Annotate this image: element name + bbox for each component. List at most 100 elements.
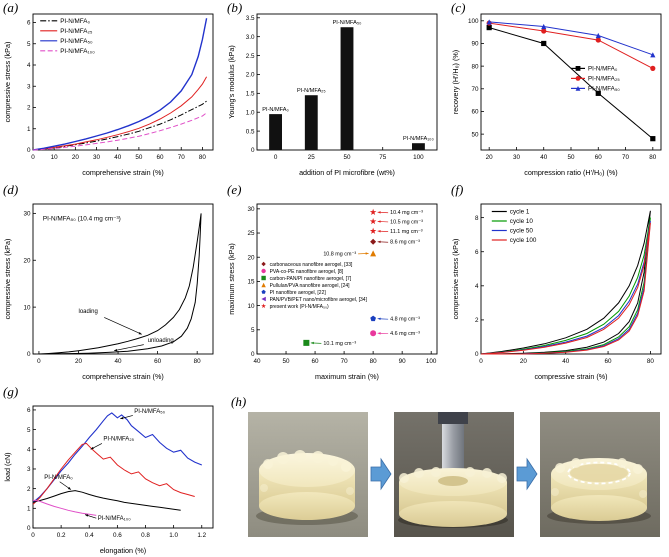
svg-text:cycle 1: cycle 1 (510, 209, 530, 216)
svg-text:PI-N/MFA₂₅: PI-N/MFA₂₅ (297, 88, 326, 94)
svg-text:1.2: 1.2 (197, 532, 206, 539)
svg-text:50: 50 (471, 131, 479, 138)
svg-text:15: 15 (247, 279, 255, 286)
svg-text:carbon-PAN/PI nanofibre aeroge: carbon-PAN/PI nanofibre aerogel, [7] (270, 276, 352, 282)
svg-text:70: 70 (178, 154, 186, 161)
svg-text:PI-N/MFA₅₀: PI-N/MFA₅₀ (333, 20, 362, 26)
svg-text:80: 80 (471, 63, 479, 70)
svg-text:PI-N/MFA₀: PI-N/MFA₀ (588, 66, 618, 73)
svg-text:3.0: 3.0 (246, 34, 255, 41)
chart-cyclic-compression: 0 20 40 60 80 0 2 4 6 8 compressive strain (%) comp… (451, 203, 662, 381)
svg-text:50: 50 (343, 154, 351, 161)
svg-text:addition of PI microfibre (wt%: addition of PI microfibre (wt%) (299, 168, 395, 177)
svg-text:75: 75 (379, 154, 387, 161)
svg-text:PI-N/MFA₂₅: PI-N/MFA₂₅ (103, 436, 134, 442)
foam-texture (399, 467, 507, 483)
svg-text:10: 10 (247, 303, 255, 310)
chart-load-elongation: 0 0.2 0.4 0.6 0.8 1.0 1.2 0 1 2 3 4 5 6 elongation (%)… (3, 405, 214, 555)
svg-text:5: 5 (27, 427, 31, 434)
svg-text:PI-N/MFA₁₀₀: PI-N/MFA₁₀₀ (98, 516, 132, 522)
svg-text:60: 60 (595, 154, 603, 161)
svg-text:6: 6 (475, 249, 479, 256)
chart-loading-unloading: 0 20 40 60 80 0 10 20 30 comprehensive strain (%)… (3, 203, 214, 381)
chart-youngs-modulus-bars: 0 25 50 75 100 0 0.5 1.0 1.5 2.0 2.5 3.0 3.5 addition… (227, 13, 438, 177)
svg-text:0: 0 (251, 351, 255, 358)
foam-dent (438, 476, 468, 486)
svg-text:100: 100 (426, 358, 437, 365)
svg-text:8: 8 (475, 215, 479, 222)
svg-text:10.8 mg cm⁻³: 10.8 mg cm⁻³ (323, 251, 356, 257)
svg-text:0.2: 0.2 (57, 532, 66, 539)
plunger-rod (442, 424, 464, 478)
svg-text:compression ratio (H′/H₀) (%): compression ratio (H′/H₀) (%) (524, 168, 617, 177)
svg-text:90: 90 (399, 358, 407, 365)
svg-text:50: 50 (283, 358, 291, 365)
svg-text:0: 0 (251, 147, 255, 154)
svg-text:carbonaceous nanofibre aerogel: carbonaceous nanofibre aerogel, [33] (270, 262, 353, 268)
svg-text:6: 6 (27, 407, 31, 414)
svg-text:PI-N/MFA₂₅: PI-N/MFA₂₅ (60, 28, 93, 35)
svg-text:PI-N/MFA₅₀: PI-N/MFA₅₀ (134, 409, 165, 415)
svg-text:loading: loading (78, 309, 97, 315)
svg-text:2: 2 (475, 317, 479, 324)
svg-text:PI-N/MFA₀: PI-N/MFA₀ (44, 475, 73, 481)
svg-text:4.8 mg cm⁻³: 4.8 mg cm⁻³ (390, 317, 420, 323)
svg-text:0.8: 0.8 (141, 532, 150, 539)
svg-text:10.4 mg cm⁻³: 10.4 mg cm⁻³ (390, 210, 423, 216)
svg-text:0: 0 (27, 147, 31, 154)
svg-text:4: 4 (27, 62, 31, 69)
svg-text:PI-N/MFA₅₀: PI-N/MFA₅₀ (588, 86, 620, 93)
svg-text:40: 40 (114, 154, 122, 161)
svg-text:80: 80 (647, 358, 655, 365)
panel-letter-a: (a) (3, 0, 19, 15)
chart-compressive-stress-strain: 0 10 20 30 40 50 60 70 80 0 1 2 3 4 5 6 comprehensive st… (3, 13, 214, 177)
svg-text:0.6: 0.6 (113, 532, 122, 539)
svg-text:25: 25 (247, 230, 255, 237)
svg-text:20: 20 (486, 154, 494, 161)
svg-text:5: 5 (251, 327, 255, 334)
svg-text:60: 60 (471, 109, 479, 116)
dashed-outline (567, 461, 631, 485)
svg-text:40: 40 (253, 358, 261, 365)
svg-text:1.0: 1.0 (169, 532, 178, 539)
svg-text:0: 0 (274, 154, 278, 161)
svg-text:4: 4 (27, 446, 31, 453)
svg-text:70: 70 (471, 86, 479, 93)
svg-text:3: 3 (27, 83, 31, 90)
svg-text:PI-N/MFA₅₀ (10.4 mg cm⁻³): PI-N/MFA₅₀ (10.4 mg cm⁻³) (43, 215, 121, 222)
svg-text:20: 20 (75, 358, 83, 365)
svg-text:compressive strain (%): compressive strain (%) (534, 372, 607, 381)
svg-text:3: 3 (27, 466, 31, 473)
photo-foam-before (248, 412, 368, 537)
svg-text:50: 50 (567, 154, 575, 161)
svg-text:cycle 10: cycle 10 (510, 218, 534, 225)
panel-letter-d: (d) (3, 182, 19, 197)
svg-text:100: 100 (468, 18, 479, 25)
svg-text:10.1 mg cm⁻³: 10.1 mg cm⁻³ (323, 341, 356, 347)
svg-text:load (cN): load (cN) (3, 452, 12, 481)
svg-text:PVA-co-PE nanofibre aerogel, [: PVA-co-PE nanofibre aerogel, [8] (270, 269, 344, 275)
svg-text:30: 30 (247, 206, 255, 213)
svg-text:2.0: 2.0 (246, 72, 255, 79)
flow-arrow-icon (370, 457, 392, 491)
svg-text:compressive stress (kPa): compressive stress (kPa) (451, 239, 460, 320)
svg-text:PI-N/MFA₅₀: PI-N/MFA₅₀ (60, 38, 93, 45)
panel-letter-f: (f) (451, 182, 464, 197)
svg-text:comprehensive strain (%): comprehensive strain (%) (82, 372, 164, 381)
panel-letter-g: (g) (3, 384, 19, 399)
svg-text:4: 4 (475, 283, 479, 290)
svg-text:0: 0 (31, 154, 35, 161)
svg-text:30: 30 (513, 154, 521, 161)
flow-arrow-icon (516, 457, 538, 491)
svg-text:11.1 mg cm⁻³: 11.1 mg cm⁻³ (390, 229, 423, 235)
svg-text:maximum strain (%): maximum strain (%) (315, 372, 379, 381)
svg-text:Pullulan/PVA nanofibre aerogel: Pullulan/PVA nanofibre aerogel, [24] (270, 283, 351, 289)
svg-text:40: 40 (115, 358, 123, 365)
svg-text:10: 10 (51, 154, 59, 161)
svg-text:80: 80 (199, 154, 207, 161)
svg-text:3.5: 3.5 (246, 15, 255, 22)
svg-text:20: 20 (520, 358, 528, 365)
svg-text:comprehensive strain (%): comprehensive strain (%) (82, 168, 164, 177)
svg-text:PI nanofibre aerogel, [22]: PI nanofibre aerogel, [22] (270, 290, 327, 296)
svg-text:PI-N/MFA₂₅: PI-N/MFA₂₅ (588, 76, 620, 83)
